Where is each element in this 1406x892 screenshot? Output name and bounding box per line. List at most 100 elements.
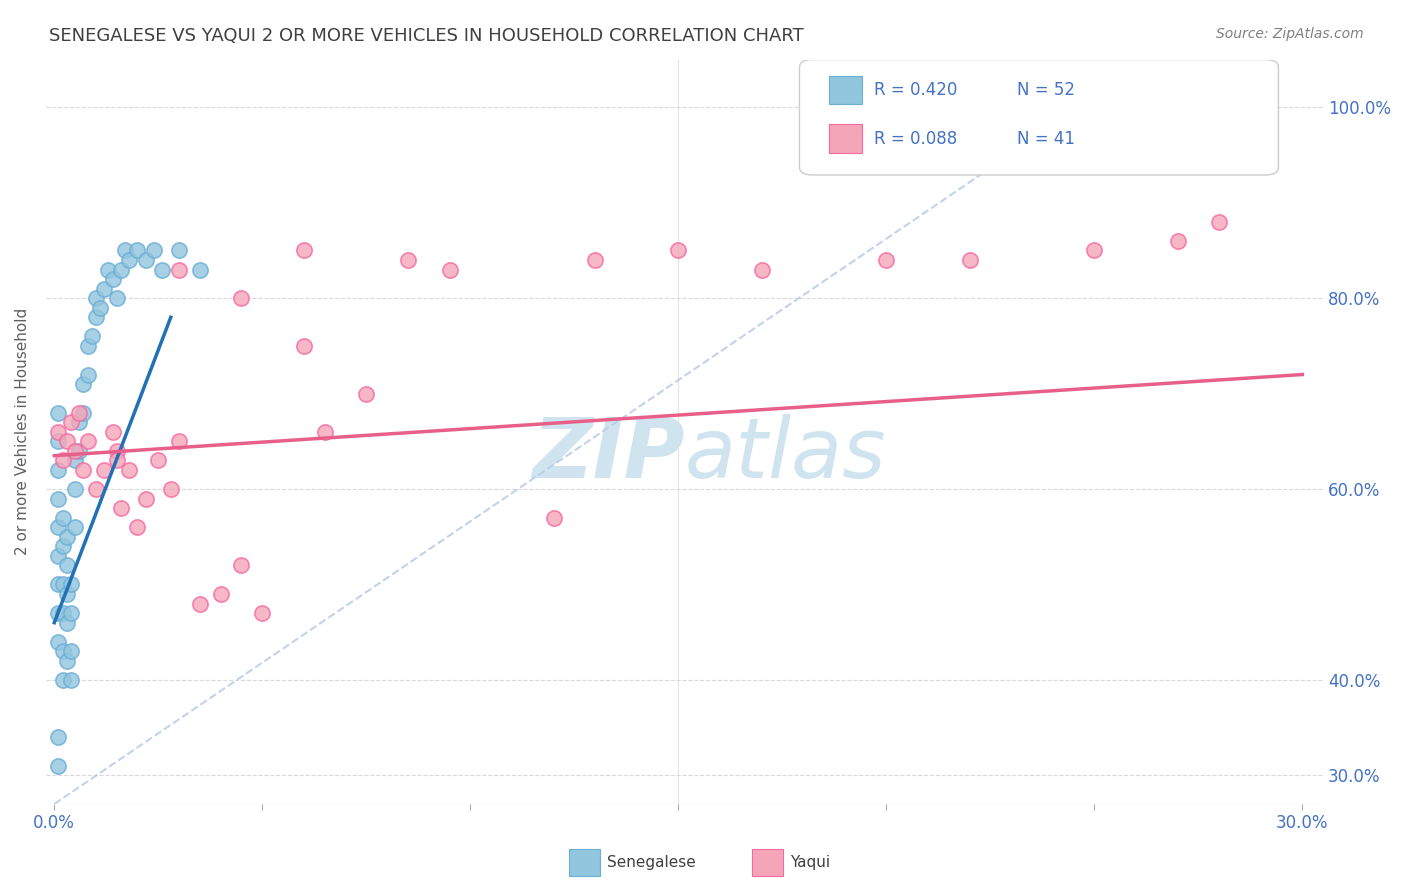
Point bbox=[80, 329, 103, 343]
Point bbox=[52, 453, 75, 467]
Point bbox=[72, 377, 94, 392]
Point bbox=[76, 434, 98, 449]
Point bbox=[48, 634, 70, 648]
Point bbox=[105, 453, 128, 467]
Point bbox=[118, 463, 141, 477]
Point bbox=[292, 339, 315, 353]
Point bbox=[127, 244, 149, 258]
Point bbox=[48, 406, 70, 420]
Point bbox=[231, 558, 253, 573]
Point bbox=[52, 644, 75, 658]
Point bbox=[105, 443, 128, 458]
Point bbox=[93, 282, 115, 296]
Point bbox=[152, 262, 174, 277]
Point bbox=[48, 730, 70, 744]
Y-axis label: 2 or more Vehicles in Household: 2 or more Vehicles in Household bbox=[15, 308, 30, 556]
Point bbox=[110, 262, 132, 277]
Point bbox=[67, 406, 90, 420]
Point bbox=[101, 272, 124, 286]
Point bbox=[48, 434, 70, 449]
Point bbox=[52, 577, 75, 591]
FancyBboxPatch shape bbox=[830, 76, 862, 104]
Point bbox=[135, 491, 157, 506]
Point bbox=[52, 673, 75, 687]
Point bbox=[97, 262, 120, 277]
Point bbox=[63, 443, 86, 458]
Point bbox=[167, 434, 190, 449]
Point bbox=[209, 587, 232, 601]
Point bbox=[143, 244, 166, 258]
Point bbox=[59, 606, 82, 620]
Point bbox=[84, 482, 107, 496]
Point bbox=[252, 606, 274, 620]
Point bbox=[48, 577, 70, 591]
Point bbox=[1167, 234, 1189, 248]
Point bbox=[89, 301, 111, 315]
Point bbox=[114, 244, 136, 258]
Text: Senegalese: Senegalese bbox=[607, 855, 696, 870]
Point bbox=[105, 291, 128, 305]
Point bbox=[52, 510, 75, 524]
Point bbox=[292, 244, 315, 258]
Point bbox=[1083, 244, 1105, 258]
Point bbox=[127, 520, 149, 534]
Point bbox=[52, 606, 75, 620]
Text: R = 0.088: R = 0.088 bbox=[873, 129, 957, 147]
Text: R = 0.420: R = 0.420 bbox=[873, 81, 957, 99]
Point bbox=[48, 520, 70, 534]
Text: atlas: atlas bbox=[685, 414, 886, 495]
Point bbox=[55, 434, 77, 449]
Text: Source: ZipAtlas.com: Source: ZipAtlas.com bbox=[1216, 27, 1364, 41]
Point bbox=[55, 530, 77, 544]
Text: ZIP: ZIP bbox=[531, 414, 685, 495]
Point bbox=[583, 252, 606, 267]
Point bbox=[59, 673, 82, 687]
Point bbox=[188, 597, 211, 611]
Point bbox=[48, 549, 70, 563]
Point bbox=[72, 406, 94, 420]
Point bbox=[314, 425, 336, 439]
Point bbox=[67, 415, 90, 429]
Point bbox=[959, 252, 981, 267]
Point bbox=[396, 252, 419, 267]
Point bbox=[159, 482, 181, 496]
Point bbox=[48, 759, 70, 773]
Point bbox=[76, 368, 98, 382]
Text: N = 41: N = 41 bbox=[1017, 129, 1074, 147]
Point bbox=[55, 654, 77, 668]
Point bbox=[543, 510, 565, 524]
Point bbox=[875, 252, 897, 267]
Point bbox=[48, 491, 70, 506]
Text: Yaqui: Yaqui bbox=[790, 855, 831, 870]
Point bbox=[76, 339, 98, 353]
Point bbox=[55, 558, 77, 573]
Point bbox=[84, 310, 107, 325]
Point bbox=[231, 291, 253, 305]
Point bbox=[188, 262, 211, 277]
Point bbox=[48, 606, 70, 620]
Text: SENEGALESE VS YAQUI 2 OR MORE VEHICLES IN HOUSEHOLD CORRELATION CHART: SENEGALESE VS YAQUI 2 OR MORE VEHICLES I… bbox=[49, 27, 804, 45]
Text: N = 52: N = 52 bbox=[1017, 81, 1074, 99]
Point bbox=[751, 262, 773, 277]
Point bbox=[135, 252, 157, 267]
Point bbox=[167, 244, 190, 258]
Point bbox=[167, 262, 190, 277]
Point bbox=[67, 443, 90, 458]
Point bbox=[1208, 215, 1230, 229]
Point bbox=[356, 386, 378, 401]
Point bbox=[63, 520, 86, 534]
Point bbox=[48, 463, 70, 477]
Point bbox=[72, 463, 94, 477]
Point bbox=[93, 463, 115, 477]
FancyBboxPatch shape bbox=[800, 60, 1278, 175]
Point bbox=[59, 644, 82, 658]
Point bbox=[439, 262, 461, 277]
Point bbox=[55, 587, 77, 601]
Point bbox=[48, 425, 70, 439]
Point bbox=[110, 501, 132, 516]
Point bbox=[55, 615, 77, 630]
Point bbox=[63, 482, 86, 496]
Point bbox=[666, 244, 689, 258]
Point bbox=[59, 415, 82, 429]
Point bbox=[118, 252, 141, 267]
